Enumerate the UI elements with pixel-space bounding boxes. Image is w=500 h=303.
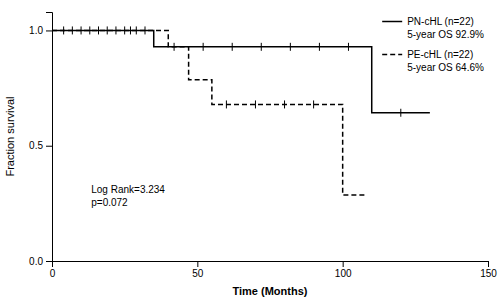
y-tick: 0.5	[29, 140, 52, 151]
x-tick: 100	[335, 261, 352, 279]
x-tick-label: 0	[50, 268, 56, 279]
censor-mark	[98, 26, 99, 34]
legend-label: PN-cHL (n=22) 5-year OS 92.9%	[407, 16, 484, 40]
x-tick-mark	[197, 261, 198, 267]
censor-mark	[63, 26, 64, 34]
y-tick: 0.0	[29, 256, 52, 267]
y-tick-label: 0.5	[29, 140, 43, 151]
y-axis: 0.0 0.5 1.0	[29, 13, 52, 267]
x-tick: 150	[480, 261, 497, 279]
x-tick-label: 50	[192, 268, 204, 279]
x-tick-label: 100	[335, 268, 352, 279]
censor-mark	[400, 109, 401, 117]
x-tick-label: 150	[480, 268, 497, 279]
x-tick: 50	[192, 261, 204, 279]
censor-mark	[232, 43, 233, 51]
censor-mark	[284, 100, 285, 108]
censor-mark	[290, 43, 291, 51]
censor-mark	[313, 100, 314, 108]
legend-label-line: PE-cHL (n=22)	[407, 49, 473, 60]
marks	[52, 26, 430, 195]
survival-curve	[52, 30, 366, 195]
plot: 0 50 100 150 0.0 0.5 1.0 Time (Months) Fraction …	[4, 13, 497, 298]
legend-swatch	[382, 21, 402, 23]
legend-label: PE-cHL (n=22) 5-year OS 64.6%	[407, 49, 484, 73]
censor-mark	[203, 43, 204, 51]
annotation-line: p=0.072	[91, 197, 128, 208]
y-tick-mark	[46, 146, 52, 147]
censor-mark	[145, 26, 146, 34]
x-tick-mark	[343, 261, 344, 267]
censor-mark	[255, 100, 256, 108]
y-tick-mark	[46, 30, 52, 31]
annotation-line: Log Rank=3.234	[91, 184, 165, 195]
censor-mark	[72, 26, 73, 34]
censor-mark	[81, 26, 82, 34]
censor-mark	[89, 26, 90, 34]
y-axis-title: Fraction survival	[4, 96, 16, 176]
x-axis-line	[53, 262, 489, 268]
legend: PN-cHL (n=22) 5-year OS 92.9% PE-cHL (n=22…	[382, 16, 484, 73]
x-tick-mark	[488, 261, 489, 267]
y-axis-line	[46, 13, 53, 262]
legend-entry: PE-cHL (n=22) 5-year OS 64.6%	[382, 49, 484, 73]
annotation: Log Rank=3.234 p=0.072	[91, 184, 165, 208]
legend-entry: PN-cHL (n=22) 5-year OS 92.9%	[382, 16, 484, 40]
censor-mark	[261, 43, 262, 51]
legend-label-line: 5-year OS 64.6%	[407, 62, 484, 73]
censor-mark	[226, 100, 227, 108]
y-tick-label: 1.0	[29, 25, 43, 36]
censor-mark	[319, 43, 320, 51]
survival-curve	[52, 30, 430, 112]
y-tick: 1.0	[29, 25, 52, 36]
y-tick-label: 0.0	[29, 256, 43, 267]
legend-swatch	[382, 54, 402, 56]
y-tick-mark	[46, 261, 52, 262]
x-axis-title: Time (Months)	[233, 285, 308, 297]
censor-mark	[348, 43, 349, 51]
censor-mark	[136, 26, 137, 34]
x-tick: 0	[50, 261, 56, 279]
legend-label-line: PN-cHL (n=22)	[407, 16, 474, 27]
censor-mark	[115, 26, 116, 34]
censor-mark	[107, 26, 108, 34]
censor-mark	[124, 26, 125, 34]
x-axis: 0 50 100 150	[50, 261, 498, 279]
chart: 0 50 100 150 0.0 0.5 1.0 Time (Months) Fraction …	[0, 0, 500, 303]
legend-label-line: 5-year OS 92.9%	[407, 29, 484, 40]
censor-mark	[174, 43, 175, 51]
censor-mark	[130, 26, 131, 34]
